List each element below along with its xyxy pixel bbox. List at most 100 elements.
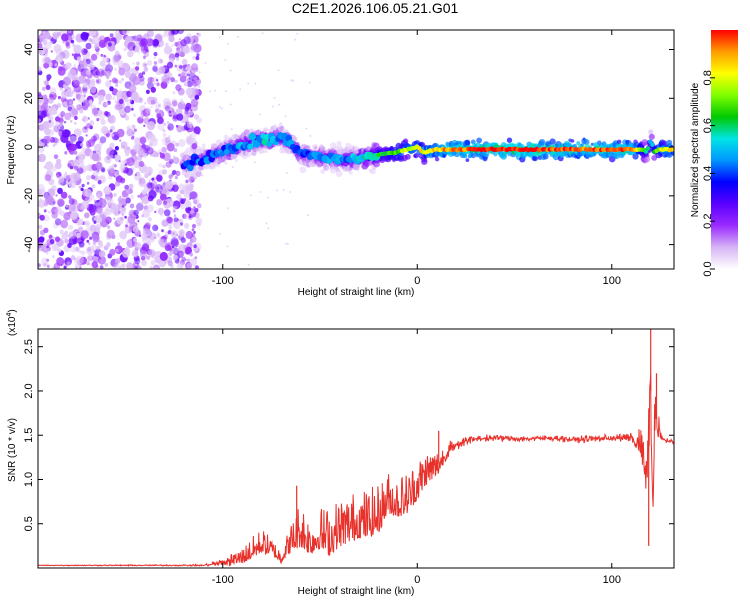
- noise-blob: [77, 226, 84, 233]
- noise-blob: [122, 96, 126, 100]
- noise-blob: [88, 242, 91, 245]
- noise-blob: [68, 179, 77, 189]
- noise-blob: [138, 178, 147, 188]
- noise-blob: [191, 137, 197, 143]
- noise-blob: [72, 43, 76, 47]
- noise-blob: [134, 46, 140, 53]
- noise-blob: [75, 93, 81, 100]
- noise-blob: [106, 70, 112, 77]
- noise-blob: [137, 116, 144, 124]
- noise-blob: [146, 38, 154, 47]
- noise-blob: [136, 61, 140, 66]
- noise-blob: [95, 51, 100, 55]
- noise-blob: [197, 84, 201, 89]
- noise-blob: [172, 254, 179, 261]
- track-halo: [465, 158, 470, 163]
- noise-blob: [168, 252, 173, 257]
- noise-blob: [172, 100, 178, 107]
- track-halo: [476, 137, 482, 144]
- noise-blob: [117, 210, 121, 214]
- track-core: [219, 151, 226, 157]
- noise-blob: [79, 108, 84, 114]
- track-halo: [671, 150, 674, 156]
- noise-blob: [156, 79, 159, 82]
- noise-blob: [158, 45, 161, 48]
- noise-blob: [171, 44, 174, 47]
- noise-blob: [64, 112, 72, 121]
- track-halo: [642, 141, 647, 146]
- noise-blob: [49, 87, 57, 95]
- noise-blob: [46, 245, 49, 249]
- noise-blob: [134, 266, 138, 269]
- noise-blob: [164, 244, 171, 252]
- noise-blob: [176, 108, 181, 113]
- noise-blob: [78, 136, 84, 143]
- noise-blob: [85, 69, 91, 76]
- noise-blob: [122, 249, 130, 258]
- noise-blob: [124, 215, 127, 219]
- spec-y-tick-label: -20: [23, 188, 35, 204]
- noise-blob: [135, 66, 140, 71]
- noise-blob: [196, 222, 202, 227]
- noise-blob: [146, 147, 154, 155]
- noise-blob: [117, 242, 121, 246]
- noise-blob: [42, 86, 46, 91]
- noise-blob: [44, 202, 48, 207]
- noise-blob: [171, 30, 180, 35]
- noise-blob: [166, 216, 174, 224]
- noise-blob: [125, 224, 128, 228]
- noise-blob: [91, 107, 99, 115]
- noise-blob: [189, 133, 193, 137]
- noise-speck: [230, 128, 233, 131]
- noise-blob: [168, 35, 175, 43]
- noise-speck: [285, 171, 288, 174]
- noise-blob: [102, 63, 111, 73]
- track-halo: [345, 142, 352, 150]
- noise-blob: [55, 194, 58, 197]
- noise-blob: [67, 163, 72, 168]
- noise-blob: [146, 255, 151, 260]
- noise-blob: [80, 250, 86, 256]
- noise-blob: [196, 117, 202, 124]
- noise-blob: [63, 212, 71, 221]
- noise-blob: [44, 174, 52, 182]
- noise-blob: [171, 247, 176, 252]
- noise-blob: [60, 111, 66, 117]
- noise-blob: [59, 87, 63, 91]
- noise-blob: [187, 139, 191, 143]
- noise-blob: [142, 62, 148, 68]
- noise-blob: [91, 153, 100, 162]
- noise-blob: [179, 218, 183, 223]
- noise-blob: [174, 42, 179, 47]
- noise-blob: [150, 99, 156, 105]
- noise-blob: [149, 265, 153, 269]
- noise-blob: [168, 174, 173, 179]
- track-halo: [400, 152, 404, 156]
- noise-blob: [138, 72, 144, 79]
- noise-blob: [76, 173, 81, 178]
- noise-blob: [195, 56, 200, 61]
- noise-blob: [159, 251, 168, 261]
- snr-x-tick-label: -100: [212, 574, 234, 586]
- noise-blob: [190, 87, 199, 97]
- noise-blob: [74, 121, 77, 125]
- noise-blob: [84, 212, 90, 219]
- noise-blob: [162, 164, 166, 169]
- noise-blob: [142, 55, 146, 60]
- noise-blob: [180, 72, 186, 79]
- noise-blob: [85, 42, 92, 50]
- noise-blob: [109, 142, 115, 149]
- noise-speck: [249, 194, 252, 197]
- track-halo: [405, 153, 411, 160]
- noise-blob: [158, 104, 161, 108]
- noise-blob: [65, 204, 69, 208]
- noise-blob: [77, 94, 86, 104]
- snr-multiplier-close: ): [7, 309, 18, 312]
- noise-blob: [82, 126, 89, 134]
- noise-blob: [172, 205, 177, 211]
- noise-blob: [167, 260, 173, 267]
- noise-blob: [128, 183, 134, 189]
- noise-blob: [89, 224, 97, 232]
- noise-blob: [117, 202, 123, 209]
- track-halo: [581, 143, 585, 147]
